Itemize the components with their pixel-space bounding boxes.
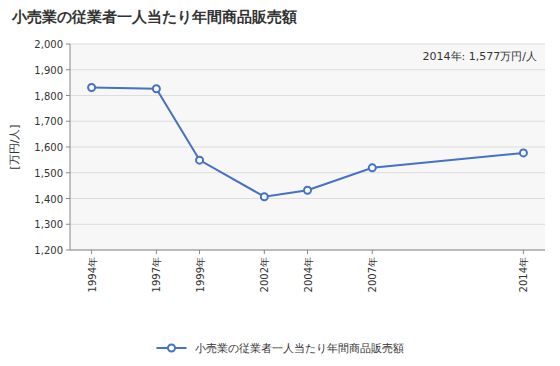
tick-mark bbox=[66, 95, 70, 96]
point bbox=[369, 164, 376, 171]
tick-label: 1,800 bbox=[34, 91, 63, 102]
point bbox=[88, 84, 95, 91]
grid-line bbox=[70, 198, 545, 199]
tick-mark bbox=[66, 224, 70, 225]
tick-label: 2014年 bbox=[518, 257, 529, 292]
tick-mark bbox=[66, 198, 70, 199]
grid-line bbox=[70, 69, 545, 70]
tick-mark bbox=[66, 147, 70, 148]
grid-line bbox=[70, 147, 545, 148]
tick-label: 2004年 bbox=[303, 257, 314, 292]
line bbox=[92, 88, 524, 197]
point bbox=[196, 157, 203, 164]
point bbox=[304, 187, 311, 194]
tick-label: 1,600 bbox=[34, 142, 63, 153]
grid-line bbox=[70, 95, 545, 96]
tick-label: 2,000 bbox=[34, 39, 63, 50]
tick-mark bbox=[523, 250, 524, 254]
annotation: 2014年: 1,577万円/人 bbox=[423, 50, 537, 63]
tick-label: 1,900 bbox=[34, 65, 63, 76]
grid-line bbox=[70, 121, 545, 122]
legend: 小売業の従業者一人当たり年間商品販売額 bbox=[157, 342, 404, 355]
tick-label: 1999年 bbox=[195, 257, 206, 292]
tick-mark bbox=[66, 250, 70, 251]
point bbox=[261, 193, 268, 200]
grid-line bbox=[70, 250, 545, 251]
y-axis-line bbox=[70, 44, 71, 250]
tick-label: 1994年 bbox=[87, 257, 98, 292]
tick-mark bbox=[91, 250, 92, 254]
tick-label: 1,200 bbox=[34, 245, 63, 256]
tick-mark bbox=[66, 69, 70, 70]
legend-item: 小売業の従業者一人当たり年間商品販売額 bbox=[157, 342, 404, 355]
marks bbox=[88, 84, 527, 200]
tick-mark bbox=[264, 250, 265, 254]
tick-label: 2007年 bbox=[367, 257, 378, 292]
y-axis: 1,200 1,300 1,400 1,500 1,600 1,700 1,800 1,900… bbox=[34, 39, 545, 256]
tick-mark bbox=[307, 250, 308, 254]
x-axis-line bbox=[70, 250, 545, 251]
tick-mark bbox=[66, 44, 70, 45]
tick-mark bbox=[66, 172, 70, 173]
grid-line bbox=[70, 224, 545, 225]
point bbox=[520, 149, 527, 156]
plot-area bbox=[70, 44, 545, 250]
legend-swatch bbox=[168, 345, 175, 352]
legend-label: 小売業の従業者一人当たり年間商品販売額 bbox=[195, 342, 404, 355]
tick-label: 1,400 bbox=[34, 194, 63, 205]
chart: 小売業の従業者一人当たり年間商品販売額1,2001,3001,4001,5001… bbox=[0, 0, 560, 366]
tick-label: 1,300 bbox=[34, 219, 63, 230]
title: 小売業の従業者一人当たり年間商品販売額 bbox=[11, 8, 297, 26]
point bbox=[153, 85, 160, 92]
tick-label: 1,500 bbox=[34, 168, 63, 179]
tick-mark bbox=[199, 250, 200, 254]
grid-line bbox=[70, 172, 545, 173]
tick-mark bbox=[66, 121, 70, 122]
x-axis: 1994年 1997年 1999年 2002年 2004年 2007年 2014年 bbox=[87, 250, 530, 292]
tick-mark bbox=[156, 250, 157, 254]
grid-line bbox=[70, 44, 545, 45]
tick-label: 1997年 bbox=[151, 257, 162, 292]
axis-label: [万円/人] bbox=[8, 124, 21, 169]
tick-mark bbox=[372, 250, 373, 254]
tick-label: 1,700 bbox=[34, 116, 63, 127]
tick-label: 2002年 bbox=[259, 257, 270, 292]
